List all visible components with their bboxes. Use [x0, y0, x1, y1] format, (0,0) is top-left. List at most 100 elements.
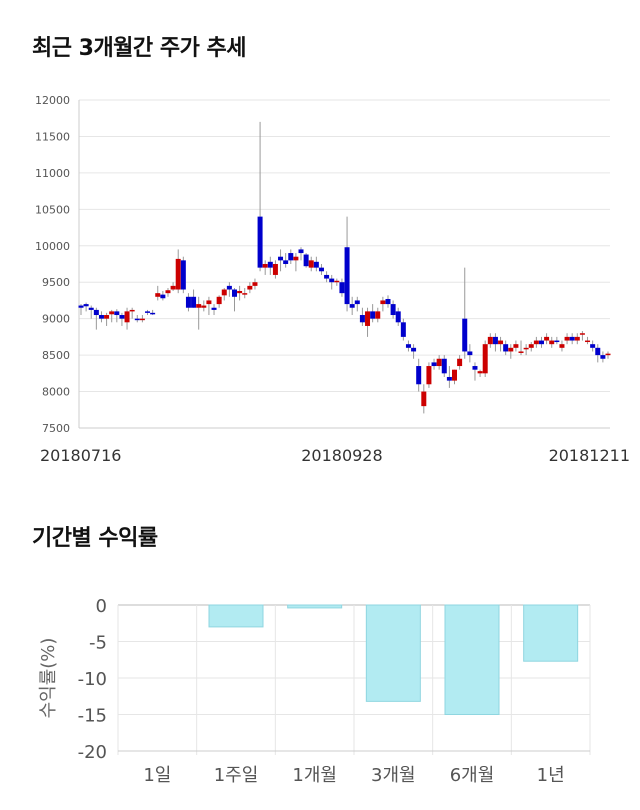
candle	[170, 282, 176, 291]
candle-body	[395, 311, 401, 323]
candle	[354, 296, 360, 312]
candle	[472, 362, 478, 381]
y-tick-label: 7500	[42, 422, 70, 435]
candle-body	[216, 296, 222, 305]
return-bar	[365, 604, 421, 702]
candle-body	[252, 282, 258, 286]
candle-body	[564, 336, 570, 341]
x-tick-label: 20181211	[549, 446, 630, 465]
candle-body	[426, 366, 432, 385]
candle	[538, 336, 544, 348]
candle-body	[221, 289, 227, 296]
y-tick-label: -10	[78, 669, 107, 690]
candle-body	[196, 304, 202, 308]
candle-body	[457, 358, 463, 367]
candle	[441, 355, 447, 377]
candle	[349, 296, 355, 316]
candle-body	[324, 274, 330, 279]
candle-body	[554, 340, 560, 343]
candle-body	[600, 355, 606, 359]
x-tick-label: 1년	[537, 765, 565, 786]
candle	[492, 333, 498, 352]
candle	[426, 362, 432, 388]
candle	[211, 304, 217, 316]
candle	[549, 336, 555, 348]
return-bar	[208, 604, 264, 628]
candle	[569, 333, 575, 345]
candle	[533, 336, 539, 348]
candle-body	[492, 336, 498, 345]
candle-body	[585, 340, 591, 343]
y-tick-label: 8000	[42, 386, 70, 399]
candle	[411, 344, 417, 359]
returns-title: 기간별 수익률	[32, 526, 158, 551]
candle	[457, 355, 463, 370]
candle-body	[569, 336, 575, 341]
candle	[446, 366, 452, 388]
candle	[467, 344, 473, 363]
candle	[114, 309, 120, 323]
candle	[242, 288, 248, 299]
x-tick-label: 1일	[143, 765, 171, 786]
candle	[283, 253, 289, 268]
candle	[206, 296, 212, 316]
candle-body	[155, 293, 161, 297]
candle-body	[416, 366, 422, 385]
candle	[508, 344, 514, 359]
candle-body	[272, 264, 278, 275]
candle-body	[518, 351, 524, 353]
candle	[160, 290, 166, 301]
candle	[339, 278, 345, 297]
candle	[109, 309, 115, 323]
candle	[124, 307, 130, 330]
candle	[436, 355, 442, 370]
candle	[324, 271, 330, 283]
candle-body	[180, 260, 186, 290]
candle-body	[436, 358, 442, 367]
candle	[165, 288, 171, 297]
candle-body	[298, 249, 304, 254]
candle-body	[288, 253, 294, 261]
x-tick-label: 3개월	[371, 765, 416, 786]
candle	[380, 296, 386, 312]
candle	[288, 249, 294, 264]
candle-body	[334, 280, 340, 283]
candle-body	[452, 369, 458, 381]
candle	[313, 256, 319, 272]
candle	[278, 249, 284, 272]
candle	[400, 318, 406, 341]
candle	[262, 260, 268, 275]
candle-body	[477, 371, 483, 374]
candle-body	[201, 305, 207, 308]
y-tick-label: 11500	[35, 130, 70, 143]
candle	[579, 331, 585, 341]
candle-body	[293, 256, 299, 261]
candle	[554, 336, 560, 345]
candle-body	[467, 351, 473, 356]
y-tick-label: -15	[78, 706, 107, 727]
candle-body	[498, 340, 504, 345]
candle-body	[139, 318, 145, 321]
candle	[605, 351, 611, 359]
candle	[237, 285, 243, 301]
candle	[503, 340, 509, 356]
candle-body	[375, 311, 381, 319]
candle-body	[160, 294, 166, 299]
candle	[88, 305, 94, 319]
candle	[303, 253, 309, 268]
candle-body	[487, 336, 493, 345]
candle-body	[313, 261, 319, 268]
candle-body	[206, 300, 212, 305]
candle	[344, 216, 350, 312]
candle	[431, 358, 437, 370]
candle-body	[446, 376, 452, 381]
candle-body	[503, 344, 509, 352]
candle-body	[170, 285, 176, 290]
candle-body	[242, 293, 248, 295]
candle-body	[472, 366, 478, 370]
candle-body	[83, 304, 89, 307]
candle-body	[145, 311, 151, 313]
candle-body	[185, 296, 191, 308]
candle	[564, 333, 570, 345]
